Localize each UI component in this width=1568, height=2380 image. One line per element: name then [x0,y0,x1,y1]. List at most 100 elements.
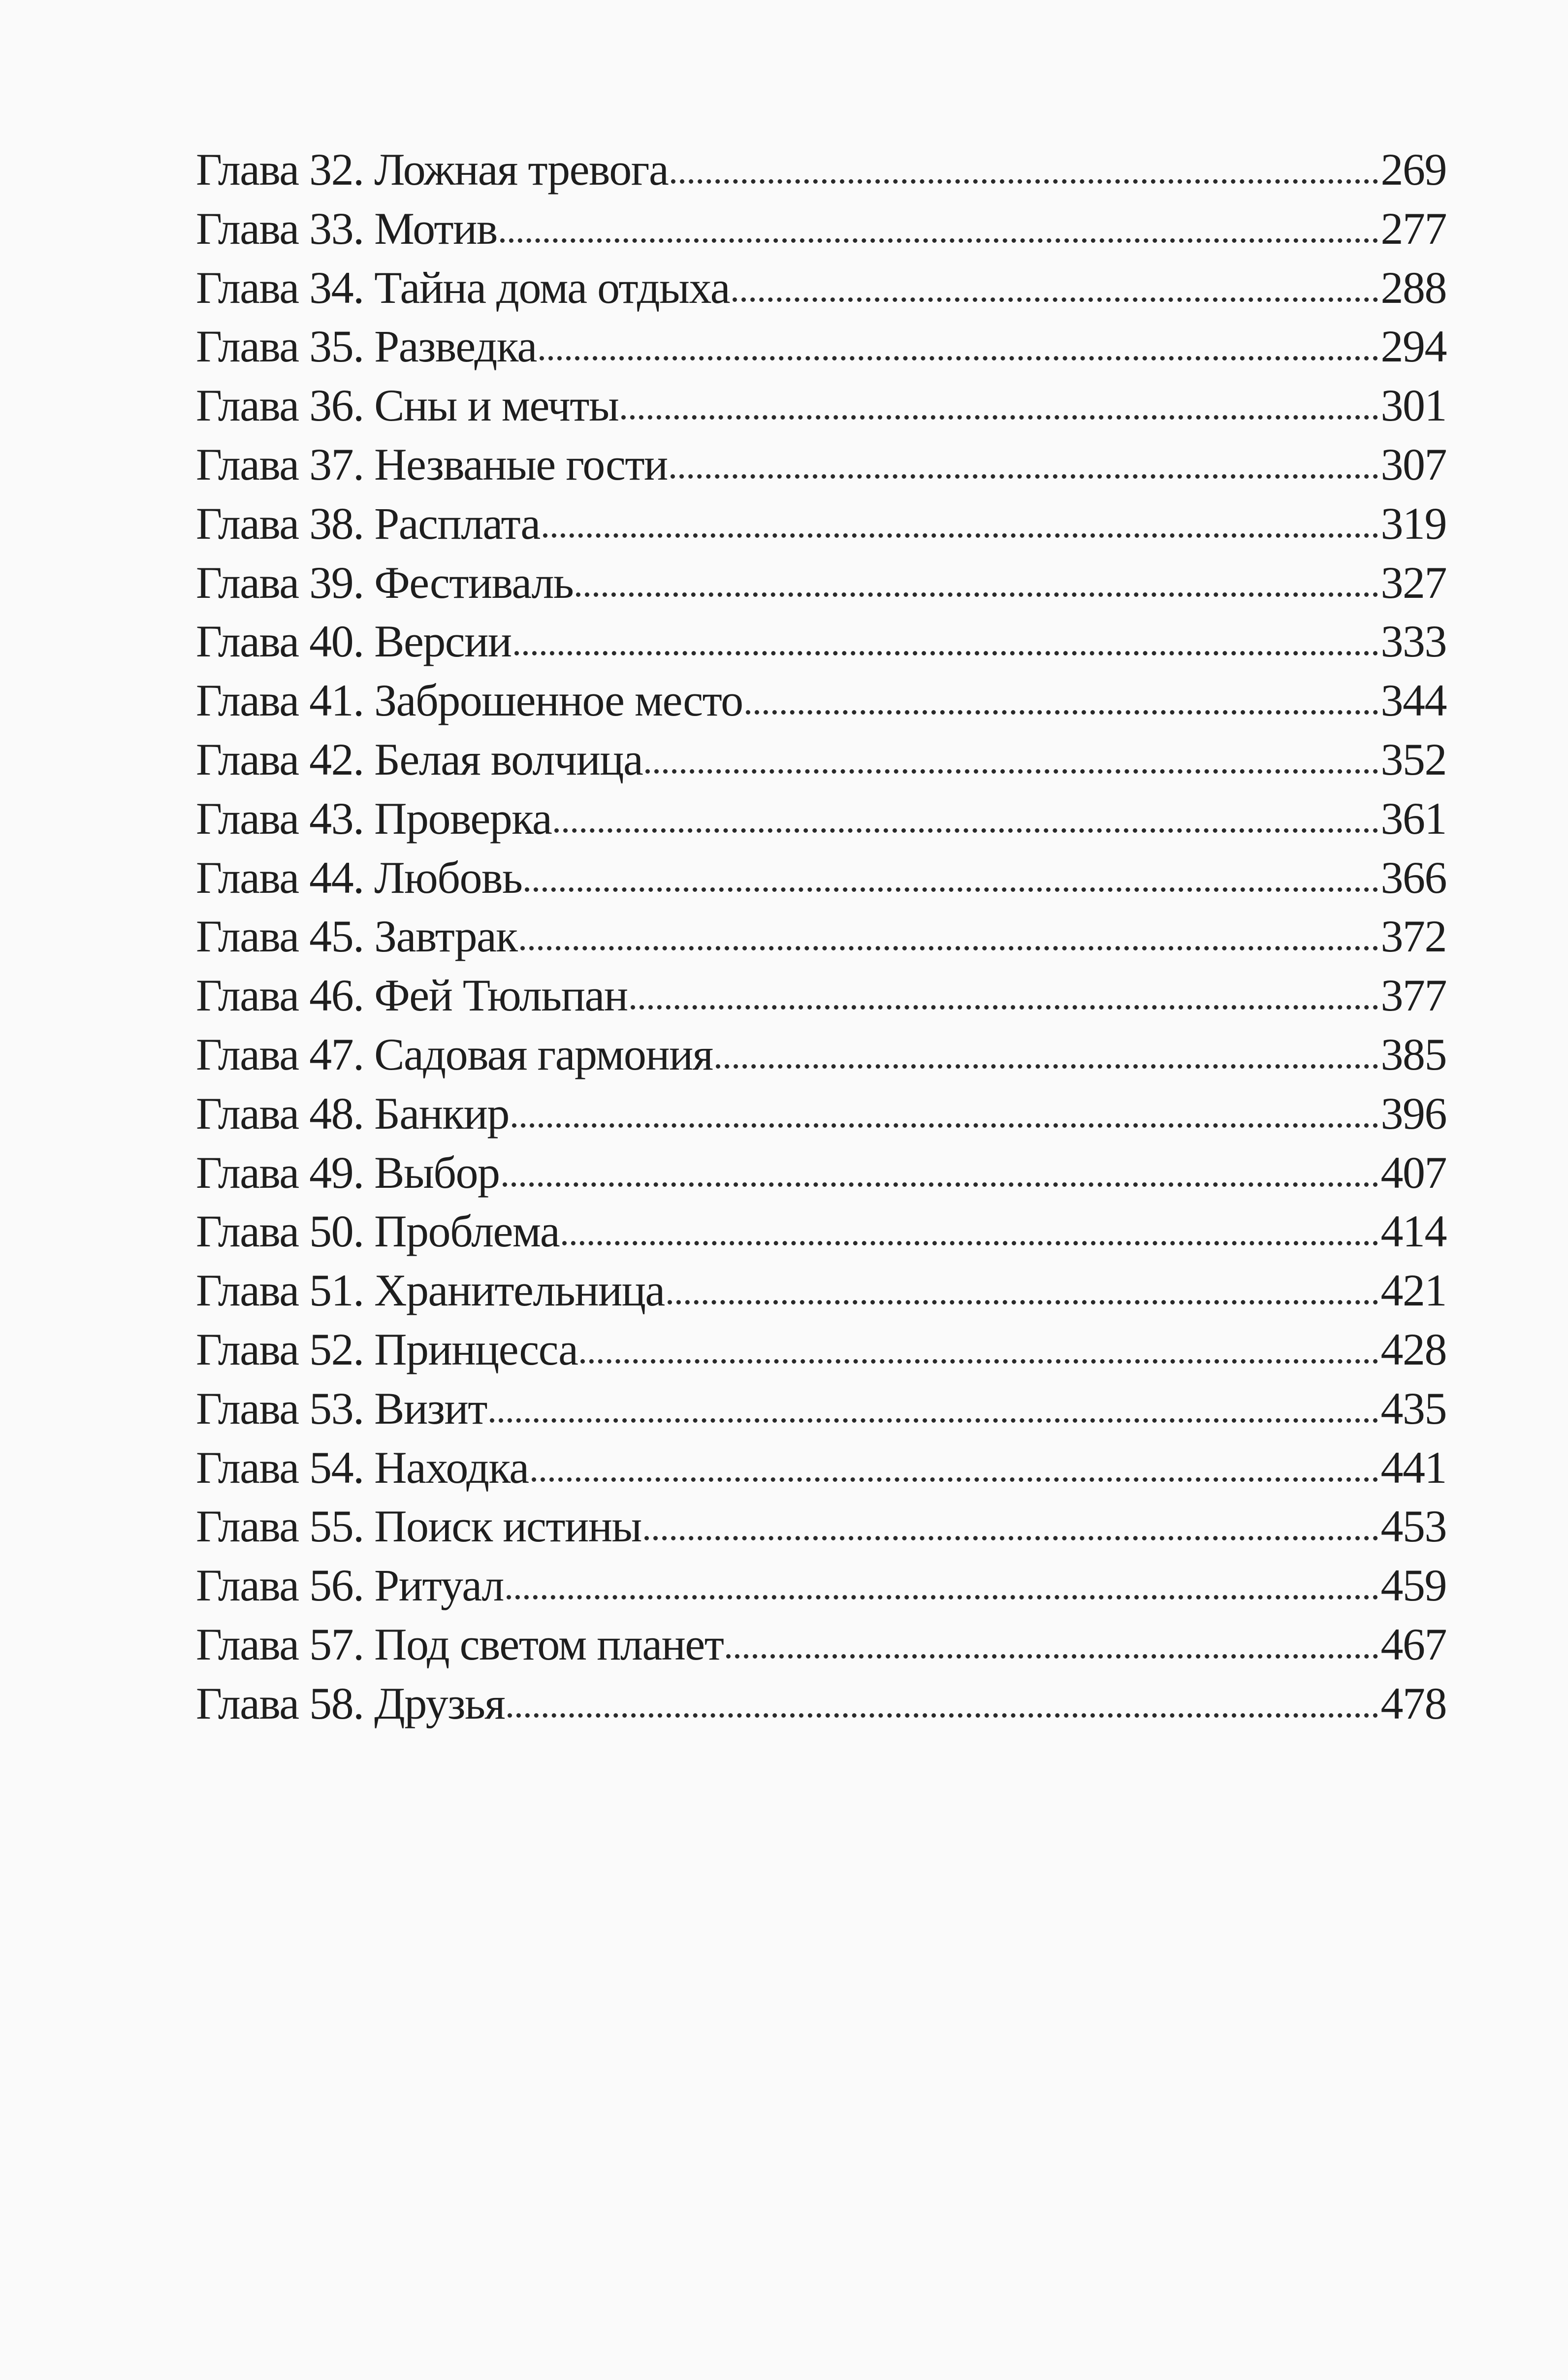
page-number: 361 [1380,793,1447,844]
chapter-title: Глава 33. Мотив [196,203,498,254]
page-number: 467 [1380,1619,1447,1669]
page-number: 478 [1380,1678,1447,1728]
toc-entry: Глава 56. Ритуал 459 [196,1556,1447,1615]
dot-leader [645,769,1378,774]
chapter-title: Глава 48. Банкир [196,1088,510,1139]
toc-entry: Глава 32. Ложная тревога 269 [196,140,1447,199]
page-number: 435 [1380,1383,1447,1434]
chapter-title: Глава 53. Визит [196,1383,487,1434]
dot-leader [525,887,1378,892]
toc-entry: Глава 58. Друзья 478 [196,1674,1447,1733]
page-number: 414 [1380,1206,1447,1257]
toc-entry: Глава 37. Незваные гости 307 [196,435,1447,494]
dot-leader [539,356,1378,361]
page-number: 453 [1380,1501,1447,1552]
dot-leader [512,1123,1378,1128]
dot-leader [630,1005,1378,1010]
toc-entry: Глава 49. Выбор 407 [196,1143,1447,1203]
page-number: 366 [1380,852,1447,903]
dot-leader [562,1241,1378,1246]
dot-leader [580,1359,1378,1364]
toc-entry: Глава 38. Расплата 319 [196,494,1447,554]
toc-entry: Глава 53. Визит 435 [196,1379,1447,1438]
page-number: 421 [1380,1265,1447,1316]
toc-entry: Глава 57. Под светом планет 467 [196,1615,1447,1674]
toc-entry: Глава 35. Разведка 294 [196,317,1447,376]
page-number: 459 [1380,1560,1447,1611]
page-number: 319 [1380,498,1447,549]
chapter-title: Глава 57. Под светом планет [196,1619,724,1669]
chapter-title: Глава 34. Тайна дома отдыха [196,262,731,313]
dot-leader [644,1536,1378,1541]
chapter-title: Глава 43. Проверка [196,793,552,844]
dot-leader [502,1182,1378,1187]
chapter-title: Глава 50. Проблема [196,1206,560,1257]
chapter-title: Глава 56. Ритуал [196,1560,504,1611]
toc-entry: Глава 44. Любовь 366 [196,848,1447,908]
chapter-title: Глава 39. Фестиваль [196,557,574,608]
chapter-title: Глава 38. Расплата [196,498,541,549]
chapter-title: Глава 52. Принцесса [196,1324,578,1374]
toc-entry: Глава 41. Заброшенное место 344 [196,671,1447,730]
toc-entry: Глава 52. Принцесса 428 [196,1320,1447,1379]
toc-entry: Глава 43. Проверка 361 [196,789,1447,848]
toc-entry: Глава 33. Мотив 277 [196,199,1447,259]
table-of-contents: Глава 32. Ложная тревога 269 Глава 33. Мот… [196,140,1447,1733]
page-number: 441 [1380,1442,1447,1493]
chapter-title: Глава 54. Находка [196,1442,529,1493]
chapter-title: Глава 35. Разведка [196,321,537,372]
dot-leader [576,592,1378,597]
toc-entry: Глава 54. Находка 441 [196,1438,1447,1498]
chapter-title: Глава 47. Садовая гармония [196,1029,713,1079]
chapter-title: Глава 32. Ложная тревога [196,144,669,195]
page-number: 344 [1380,675,1447,726]
page-number: 269 [1380,144,1447,195]
toc-entry: Глава 47. Садовая гармония 385 [196,1025,1447,1084]
dot-leader [508,1713,1378,1718]
chapter-title: Глава 46. Фей Тюльпан [196,970,628,1021]
chapter-title: Глава 41. Заброшенное место [196,675,743,726]
dot-leader [489,1418,1378,1423]
dot-leader [506,1595,1378,1600]
chapter-title: Глава 40. Версии [196,616,512,667]
page-number: 307 [1380,439,1447,489]
page-number: 294 [1380,321,1447,372]
chapter-title: Глава 51. Хранительница [196,1265,665,1316]
toc-entry: Глава 42. Белая волчица 352 [196,730,1447,789]
toc-entry: Глава 51. Хранительница 421 [196,1261,1447,1320]
page-number: 407 [1380,1147,1447,1198]
dot-leader [726,1654,1378,1659]
dot-leader [667,1300,1378,1305]
page-number: 327 [1380,557,1447,608]
dot-leader [671,179,1378,184]
toc-entry: Глава 45. Завтрак 372 [196,907,1447,966]
page-number: 288 [1380,262,1447,313]
dot-leader [554,828,1378,833]
toc-entry: Глава 34. Тайна дома отдыха 288 [196,259,1447,318]
page-number: 385 [1380,1029,1447,1079]
chapter-title: Глава 58. Друзья [196,1678,506,1728]
toc-entry: Глава 39. Фестиваль 327 [196,554,1447,613]
toc-entry: Глава 48. Банкир 396 [196,1084,1447,1143]
toc-entry: Глава 36. Сны и мечты 301 [196,376,1447,435]
page-number: 301 [1380,380,1447,431]
dot-leader [543,533,1378,538]
chapter-title: Глава 44. Любовь [196,852,523,903]
page-number: 428 [1380,1324,1447,1374]
page-number: 372 [1380,911,1447,962]
chapter-title: Глава 49. Выбор [196,1147,500,1198]
toc-entry: Глава 46. Фей Тюльпан 377 [196,966,1447,1025]
page-number: 377 [1380,970,1447,1021]
dot-leader [715,1064,1378,1069]
toc-entry: Глава 40. Версии 333 [196,612,1447,671]
dot-leader [531,1477,1378,1482]
page-number: 352 [1380,734,1447,784]
dot-leader [733,297,1378,302]
dot-leader [514,651,1378,656]
chapter-title: Глава 42. Белая волчица [196,734,643,784]
chapter-title: Глава 36. Сны и мечты [196,380,619,431]
dot-leader [520,946,1378,951]
toc-entry: Глава 50. Проблема 414 [196,1202,1447,1261]
toc-entry: Глава 55. Поиск истины 453 [196,1497,1447,1556]
page-number: 277 [1380,203,1447,254]
